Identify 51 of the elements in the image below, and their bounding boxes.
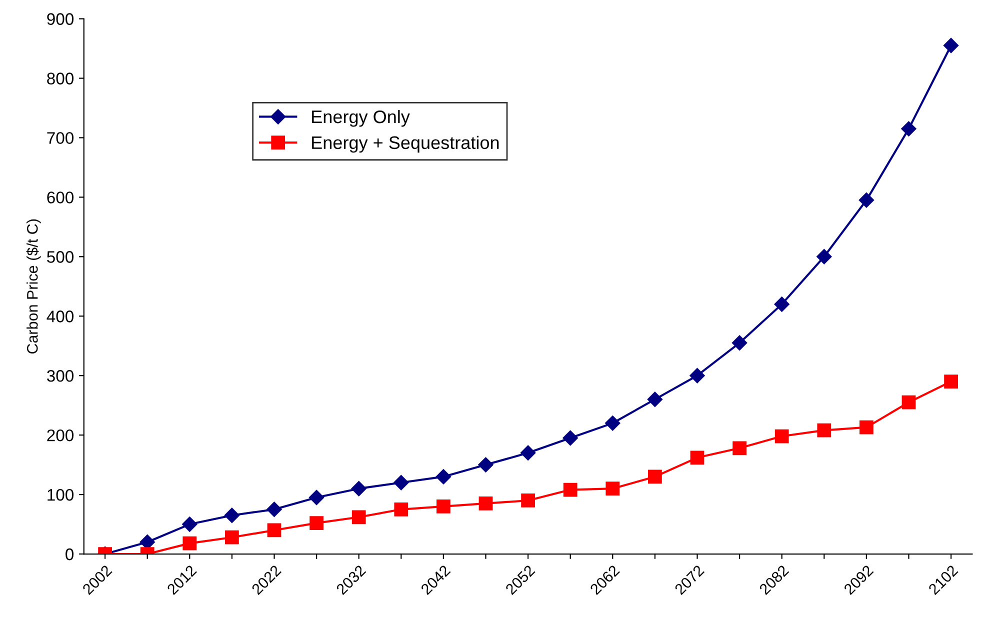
point [394,502,408,516]
point [182,516,198,532]
point [690,368,705,384]
point [690,450,704,465]
point [225,530,239,544]
point [902,395,916,410]
point [478,496,493,510]
point [267,523,282,538]
point [860,420,874,434]
point [816,249,832,264]
point [606,482,620,496]
point [732,335,748,350]
point [436,469,452,484]
point [605,416,620,431]
y-tick-label: 500 [47,251,74,263]
point [774,429,789,444]
point [352,510,366,524]
point [478,457,494,472]
point [901,121,916,136]
point [774,296,790,312]
y-tick-label: 200 [47,429,74,442]
point [944,374,958,388]
point [182,536,197,550]
point [310,516,324,530]
point [732,441,746,456]
point [521,494,535,508]
point [224,508,240,523]
y-tick-label: 400 [46,310,74,322]
point [520,445,536,460]
point [817,423,832,438]
point [562,430,578,446]
y-tick-label: 600 [47,192,74,204]
y-tick-label: 700 [47,132,74,144]
point [308,490,324,506]
y-tick-label: 100 [48,488,74,501]
y-tick-label: 300 [47,370,74,382]
legend-label: Energy Only [312,110,410,127]
point [858,192,874,208]
point [351,481,366,496]
point [436,499,450,514]
point [943,38,959,54]
point [266,502,282,517]
y-tick-label: 900 [47,13,74,25]
point [563,482,578,497]
point [394,475,409,490]
y-tick-label: 0 [66,548,74,560]
point [648,470,662,484]
y-tick-label: 800 [47,72,74,84]
point [647,392,663,407]
y-axis-title: Carbon Price ($/t C) [26,219,41,354]
legend-label: Energy + Sequestration [312,136,499,153]
